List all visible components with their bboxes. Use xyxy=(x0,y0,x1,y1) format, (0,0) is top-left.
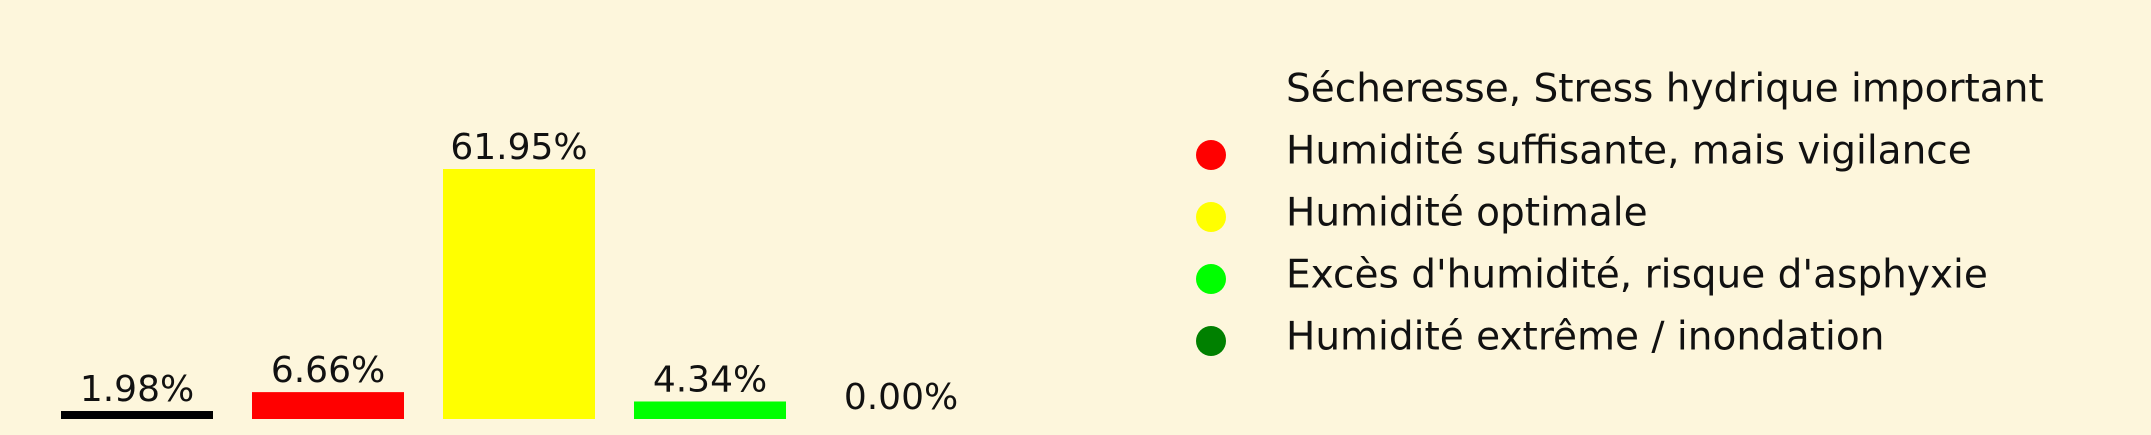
legend-marker-4 xyxy=(1196,264,1226,294)
bar-value-label-2: 6.66% xyxy=(271,350,385,391)
legend: Sécheresse, Stress hydrique important Hum… xyxy=(1196,67,2044,360)
legend-label-3: Humidité optimale xyxy=(1286,191,1648,236)
bar-value-labels: 1.98% 6.66% 61.95% 4.34% 0.00% xyxy=(80,127,958,418)
bar-value-label-1: 1.98% xyxy=(80,369,194,410)
bar-4 xyxy=(634,401,786,419)
bar-2 xyxy=(252,392,404,419)
bar-value-label-3: 61.95% xyxy=(450,127,587,168)
legend-marker-3 xyxy=(1196,202,1226,232)
legend-label-2: Humidité suffisante, mais vigilance xyxy=(1286,129,1972,174)
bar-value-label-5: 0.00% xyxy=(844,377,958,418)
bar-value-label-4: 4.34% xyxy=(653,359,767,400)
legend-label-4: Excès d'humidité, risque d'asphyxie xyxy=(1286,253,1988,298)
bar-3 xyxy=(443,169,595,419)
legend-marker-5 xyxy=(1196,326,1226,356)
bar-1 xyxy=(61,411,213,419)
legend-label-1: Sécheresse, Stress hydrique important xyxy=(1286,67,2044,112)
bar-group xyxy=(61,169,786,419)
legend-marker-2 xyxy=(1196,140,1226,170)
legend-label-5: Humidité extrême / inondation xyxy=(1286,315,1884,360)
